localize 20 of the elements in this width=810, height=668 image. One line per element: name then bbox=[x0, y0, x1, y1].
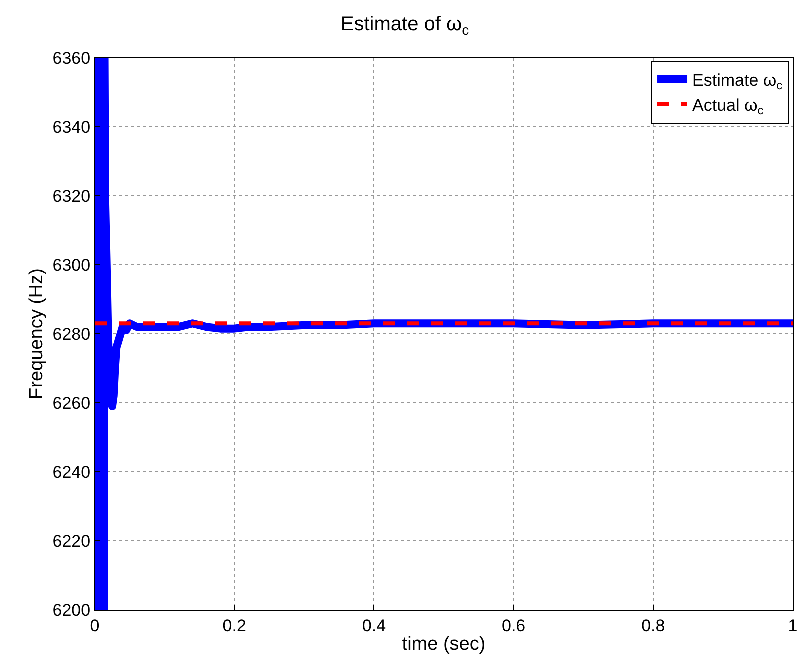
y-tick-label: 6260 bbox=[52, 394, 91, 413]
y-tick-label: 6280 bbox=[52, 324, 91, 344]
chart-title: Estimate of ω$_{c}$ bbox=[340, 14, 470, 38]
y-tick-label: 6200 bbox=[52, 600, 91, 620]
x-tick-label: 0 bbox=[90, 616, 100, 636]
y-axis-title: Frequency (Hz) bbox=[26, 268, 48, 400]
y-tick-label: 6340 bbox=[52, 118, 91, 137]
y-tick-label: 6360 bbox=[52, 48, 91, 68]
legend-label: Estimate ω$_{c}$ bbox=[692, 70, 783, 93]
x-tick-label: 0.4 bbox=[362, 616, 386, 636]
x-tick-label: 0.6 bbox=[502, 616, 526, 636]
x-tick-label: 0.8 bbox=[642, 616, 666, 636]
legend-label: Actual ω$_{c}$ bbox=[692, 96, 764, 118]
x-tick-label: 1 bbox=[788, 616, 798, 636]
x-tick-label: 0.2 bbox=[222, 616, 246, 636]
y-tick-label: 6220 bbox=[52, 532, 91, 551]
y-tick-label: 6300 bbox=[52, 256, 91, 275]
x-axis-title: time (sec) bbox=[402, 634, 486, 656]
y-tick-label: 6320 bbox=[52, 186, 91, 206]
y-tick-label: 6240 bbox=[52, 462, 91, 482]
